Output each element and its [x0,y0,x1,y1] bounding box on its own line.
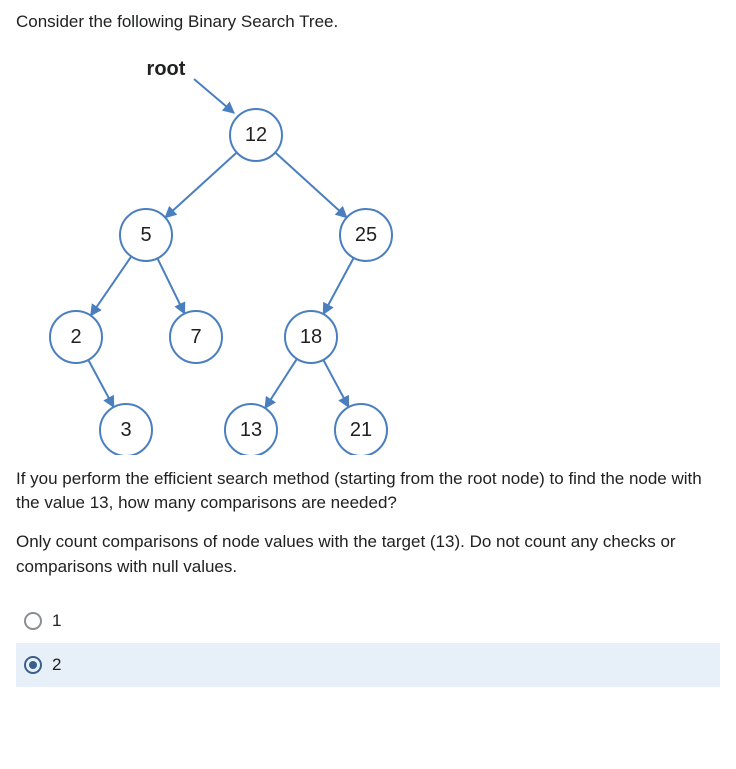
bst-diagram: root 12 5 25 2 7 18 3 13 21 [16,45,720,455]
tree-node-value: 25 [355,224,377,246]
question-intro: Consider the following Binary Search Tre… [16,10,720,35]
radio-icon [24,656,42,674]
tree-node-value: 7 [190,326,201,348]
tree-node-value: 3 [120,419,131,441]
tree-node-value: 5 [140,224,151,246]
answer-option-label: 1 [52,611,61,631]
tree-node: 7 [170,311,222,363]
tree-edge [323,258,353,314]
tree-node: 2 [50,311,102,363]
tree-edge [91,256,132,315]
answer-option[interactable]: 2 [16,643,720,687]
tree-node: 5 [120,209,172,261]
answer-option-label: 2 [52,655,61,675]
answer-option[interactable]: 1 [16,599,720,643]
tree-node: 13 [225,404,277,455]
root-label: root [147,58,186,80]
tree-node: 3 [100,404,152,455]
tree-node-value: 18 [300,326,322,348]
tree-node: 12 [230,109,282,161]
question-body-1: If you perform the efficient search meth… [16,467,720,516]
question-body-2: Only count comparisons of node values wi… [16,530,720,579]
root-arrow [194,79,234,113]
tree-edge [323,360,348,407]
tree-node-value: 2 [70,326,81,348]
tree-node-value: 21 [350,419,372,441]
answer-options: 12 [16,599,720,687]
radio-icon [24,612,42,630]
tree-edge [265,358,297,407]
tree-edge [165,152,237,217]
tree-edge [275,152,347,217]
tree-node-value: 13 [240,419,262,441]
tree-edge [88,360,113,407]
tree-node: 18 [285,311,337,363]
tree-edge [157,258,184,313]
tree-node: 21 [335,404,387,455]
tree-node: 25 [340,209,392,261]
tree-node-value: 12 [245,124,267,146]
